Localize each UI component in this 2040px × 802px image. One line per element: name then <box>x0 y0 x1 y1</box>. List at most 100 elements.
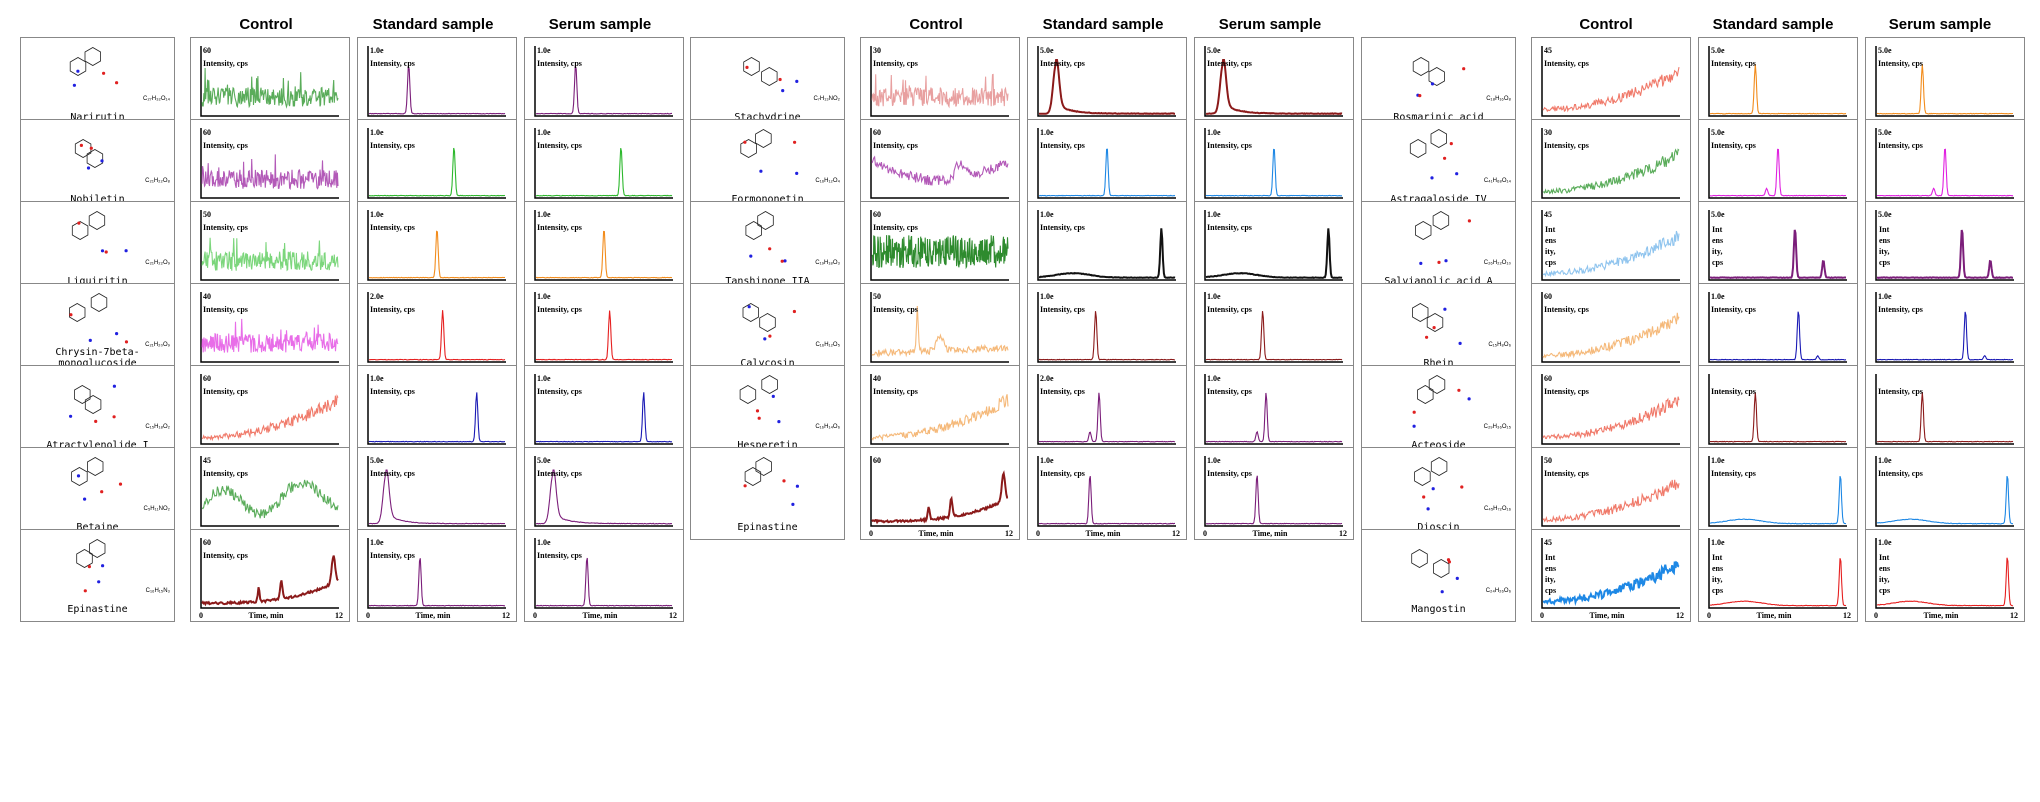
y-axis-label: Intensity, cps <box>370 59 415 68</box>
y-max-label: 2.0e <box>1040 374 1054 383</box>
structure-atom <box>1418 94 1422 98</box>
structure-atom <box>795 171 799 175</box>
compound-formula: C₁₈H₁₆O₈ <box>1486 96 1511 102</box>
column-header-standard: Standard sample <box>372 16 494 33</box>
standard-trace <box>368 469 506 525</box>
structure-ring <box>1428 67 1445 86</box>
x-min-label: 0 <box>1036 529 1040 538</box>
column-header-standard: Standard sample <box>1712 16 1834 33</box>
y-axis-label: Intensity, cps <box>873 223 918 232</box>
y-axis-label: Intensity, cps <box>370 141 415 150</box>
y-axis-label: Intensity, cps <box>203 141 248 150</box>
compound-structure-panel: Tanshinone IIA C₁₉H₁₈O₃ <box>690 201 845 294</box>
compound-structure-panel: Chrysin-7beta-monoglucoside C₂₁H₂₀O₉ <box>20 283 175 376</box>
y-max-label: 1.0e <box>1207 128 1221 137</box>
control-trace <box>871 470 1009 525</box>
y-max-label: 60 <box>203 374 211 383</box>
structure-ring <box>90 293 108 312</box>
x-axis-label: Time, min <box>1253 529 1289 538</box>
y-axis-label: cps <box>1545 258 1556 267</box>
y-axis-label: Intensity, cps <box>1711 469 1756 478</box>
y-axis-label: Intensity, cps <box>537 469 582 478</box>
structure-drawing <box>71 211 128 254</box>
structure-atom <box>118 482 123 486</box>
structure-ring <box>745 221 762 240</box>
standard-trace <box>1039 59 1175 116</box>
structure-drawing <box>69 293 129 344</box>
control-trace <box>201 237 339 272</box>
y-max-label: 45 <box>203 456 211 465</box>
serum-trace <box>1876 557 2014 607</box>
y-max-label: 1.0e <box>1207 456 1221 465</box>
structure-atom <box>1430 82 1435 86</box>
y-max-label: 45 <box>1544 46 1552 55</box>
axis-lines <box>200 538 339 609</box>
y-axis-label: ens <box>1879 236 1890 245</box>
structure-atom <box>88 338 92 342</box>
compound-formula: C₁₆H₁₄O₆ <box>815 424 840 430</box>
structure-ring <box>89 539 106 558</box>
standard-trace <box>1038 392 1176 443</box>
axis-lines <box>367 456 506 527</box>
structure-ring <box>1426 313 1444 332</box>
serum-trace <box>1877 311 2014 361</box>
compound-formula: C₄₅H₇₂O₁₆ <box>1483 506 1511 512</box>
column-header-control: Control <box>1579 16 1633 33</box>
compound-formula: C₄₁H₆₈O₁₄ <box>1483 178 1511 184</box>
structure-ring <box>757 211 774 230</box>
compound-name: Mangostin <box>1411 604 1466 615</box>
y-axis-label: ity, <box>1545 575 1555 584</box>
y-max-label: 1.0e <box>1878 456 1892 465</box>
structure-atom <box>759 169 763 173</box>
axis-lines <box>1037 292 1176 363</box>
standard-trace <box>1709 476 1847 525</box>
control-chromatogram: 45 Int ens ity, cps 0 12 Time, min <box>1540 538 1684 620</box>
control-trace <box>871 235 1009 270</box>
axis-lines <box>1708 374 1847 445</box>
compound-name: Salvianolic acid A <box>1384 276 1493 287</box>
y-axis-label: cps <box>1879 258 1890 267</box>
structure-atom <box>76 474 81 478</box>
y-axis-label: Intensity, cps <box>1040 387 1085 396</box>
serum-chromatogram: 1.0e Int ens ity, cps 0 12 Time, min <box>1874 538 2018 620</box>
compound-formula: C₁₆H₁₂O₅ <box>815 342 840 348</box>
y-axis-label: Intensity, cps <box>1040 141 1085 150</box>
structure-atom <box>87 565 91 569</box>
structure-ring <box>1428 375 1446 394</box>
structure-atom <box>795 79 799 83</box>
y-axis-label: Intensity, cps <box>1544 469 1589 478</box>
structure-ring <box>755 457 772 476</box>
structure-atom <box>100 249 105 253</box>
axis-lines <box>200 210 339 281</box>
y-axis-label: Intensity, cps <box>370 223 415 232</box>
structure-atom <box>1458 341 1462 345</box>
x-min-label: 0 <box>366 611 370 620</box>
y-axis-label: Int <box>1712 225 1723 234</box>
axis-lines <box>367 292 506 363</box>
y-max-label: 5.0e <box>1878 46 1892 55</box>
structure-drawing <box>745 211 787 263</box>
structure-atom <box>86 166 91 170</box>
